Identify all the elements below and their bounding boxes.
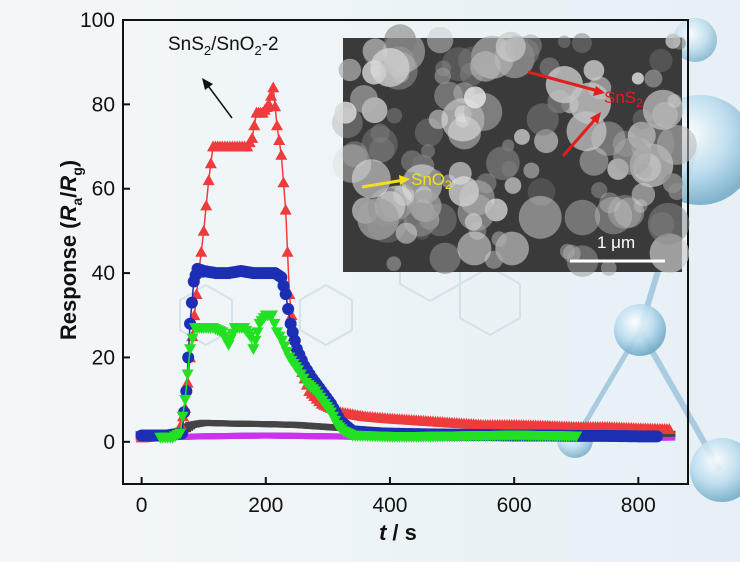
- y-axis-title: Response (Ra/Rg): [56, 160, 85, 340]
- data-point: [267, 81, 280, 93]
- data-point: [282, 302, 295, 315]
- data-point: [570, 431, 583, 443]
- sem-texture: [331, 24, 697, 277]
- data-point: [268, 318, 281, 330]
- data-point: [185, 296, 198, 309]
- series-layer: [135, 81, 676, 444]
- y-tick-label: 80: [92, 93, 115, 116]
- data-point: [278, 341, 291, 353]
- x-tick-label: 200: [248, 494, 283, 517]
- data-point: [663, 434, 676, 441]
- x-tick-label: 0: [136, 494, 148, 517]
- data-point: [174, 428, 187, 440]
- y-tick-label: 40: [92, 262, 115, 285]
- data-point: [281, 246, 294, 257]
- series-annotation: SnS2/SnO2-2: [168, 34, 279, 58]
- series-line: [141, 267, 657, 438]
- x-tick-label: 400: [372, 494, 407, 517]
- data-point: [176, 411, 189, 423]
- sem-inset: SnS2 SnO2 1 μm: [331, 24, 697, 277]
- x-tick-label: 800: [621, 494, 656, 517]
- data-point: [285, 309, 298, 321]
- data-point: [202, 174, 215, 186]
- data-point: [186, 333, 199, 345]
- sno2-label: SnO2: [411, 170, 452, 192]
- scale-bar-label: 1 μm: [597, 233, 635, 252]
- y-tick-label: 20: [92, 346, 115, 369]
- sns2-arrow-1: [527, 70, 603, 94]
- data-point: [279, 203, 292, 215]
- data-point: [246, 132, 259, 143]
- data-point: [273, 134, 286, 146]
- data-point: [251, 327, 264, 339]
- data-point: [269, 100, 282, 112]
- y-tick-label: 100: [80, 9, 115, 32]
- y-tick-label: 60: [92, 178, 115, 201]
- sns2-label: SnS2: [604, 88, 643, 110]
- annotation-arrow: [202, 78, 233, 119]
- data-point: [275, 335, 288, 347]
- y-tick-label: 0: [103, 431, 115, 454]
- x-tick-label: 600: [497, 494, 532, 517]
- sno2-arrow: [361, 178, 405, 189]
- data-point: [188, 309, 201, 321]
- x-axis-title: t / s: [379, 520, 417, 545]
- tick-layer: 0 200 400 600 800 0 20 40 60 80 100: [80, 9, 656, 517]
- data-point: [270, 119, 283, 131]
- data-point: [204, 157, 217, 169]
- data-point: [280, 347, 293, 358]
- data-point: [247, 344, 260, 356]
- data-point: [650, 430, 663, 443]
- data-point: [179, 394, 192, 406]
- data-point: [184, 344, 197, 356]
- series-2: [154, 310, 583, 444]
- sns2-arrow-2: [561, 115, 600, 157]
- data-point: [265, 89, 278, 101]
- data-point: [181, 369, 194, 381]
- data-point: [249, 335, 262, 347]
- data-point: [266, 310, 279, 322]
- data-point: [190, 288, 203, 299]
- data-point: [275, 148, 288, 160]
- data-point: [195, 246, 208, 257]
- data-point: [197, 224, 210, 236]
- data-point: [200, 199, 213, 211]
- data-point: [222, 340, 235, 351]
- data-point: [663, 423, 676, 434]
- data-point: [277, 176, 290, 188]
- data-point: [182, 351, 195, 364]
- data-point: [279, 288, 292, 301]
- data-point: [248, 119, 261, 131]
